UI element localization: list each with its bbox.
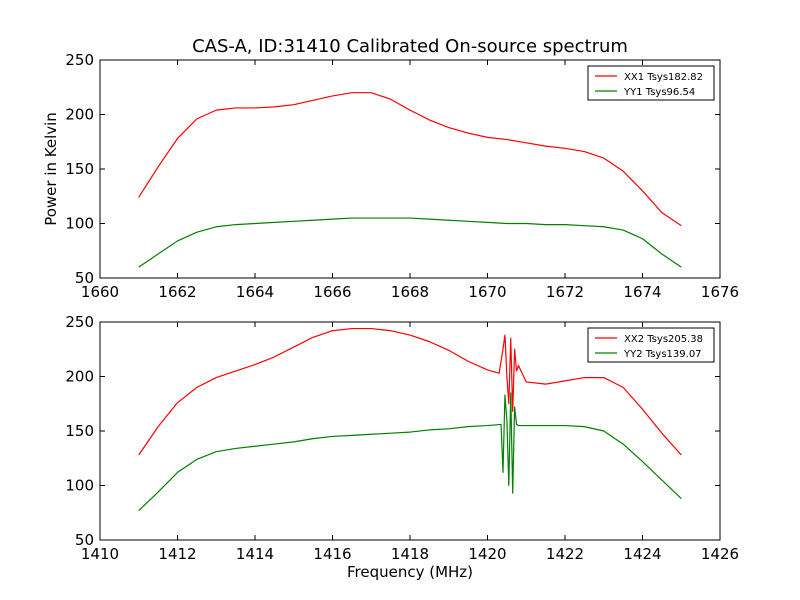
legend: XX1 Tsys182.82 YY1 Tsys96.54 [587,65,715,101]
x-tick-label: 1426 [701,545,739,563]
x-tick-label: 1668 [391,283,429,301]
y-tick-label: 50 [75,269,94,287]
y-tick-label: 150 [65,160,94,178]
y-tick-label: 200 [65,106,94,124]
y-tick-label: 100 [65,477,94,495]
x-tick-label: 1666 [313,283,351,301]
legend-label: YY2 Tsys139.07 [623,349,702,360]
legend-box [587,327,715,363]
y-tick-label: 100 [65,215,94,233]
x-tick-label: 1670 [468,283,506,301]
top-panel: 1660 1662 1664 1666 1668 1670 1672 1674 1676 50 10… [65,51,739,301]
x-tick-label: 1418 [391,545,429,563]
x-axis-label: Frequency (MHz) [347,563,473,581]
x-tick-label: 1674 [623,283,661,301]
x-tick-label: 1676 [701,283,739,301]
legend-label: YY1 Tsys96.54 [623,87,695,98]
x-tick-label: 1412 [158,545,196,563]
y-tick-label: 250 [65,313,94,331]
series-line-1-1 [138,392,682,512]
y-tick-label: 150 [65,422,94,440]
bottom-panel: 1410 1412 1414 1416 1418 1420 1422 1424 1426 50 10… [65,313,739,563]
legend: XX2 Tsys205.38 YY2 Tsys139.07 [587,327,715,363]
y-tick-label: 200 [65,368,94,386]
x-tick-label: 1414 [236,545,274,563]
x-tick-label: 1420 [468,545,506,563]
y-tick-label: 250 [65,51,94,69]
x-tick-label: 1672 [546,283,584,301]
x-tick-label: 1416 [313,545,351,563]
x-tick-label: 1662 [158,283,196,301]
series-line-0-1 [138,217,682,268]
series-line-1-0 [138,327,682,456]
y-tick-label: 50 [75,531,94,549]
y-axis-label: Power in Kelvin [42,112,60,226]
series-line-0-0 [138,92,682,227]
x-tick-label: 1664 [236,283,274,301]
legend-label: XX1 Tsys182.82 [624,72,703,83]
x-tick-label: 1660 [81,283,119,301]
legend-label: XX2 Tsys205.38 [624,334,703,345]
legend-box [587,65,715,101]
chart-title: CAS-A, ID:31410 Calibrated On-source spe… [192,36,628,57]
x-tick-label: 1410 [81,545,119,563]
x-tick-label: 1422 [546,545,584,563]
x-tick-label: 1424 [623,545,661,563]
